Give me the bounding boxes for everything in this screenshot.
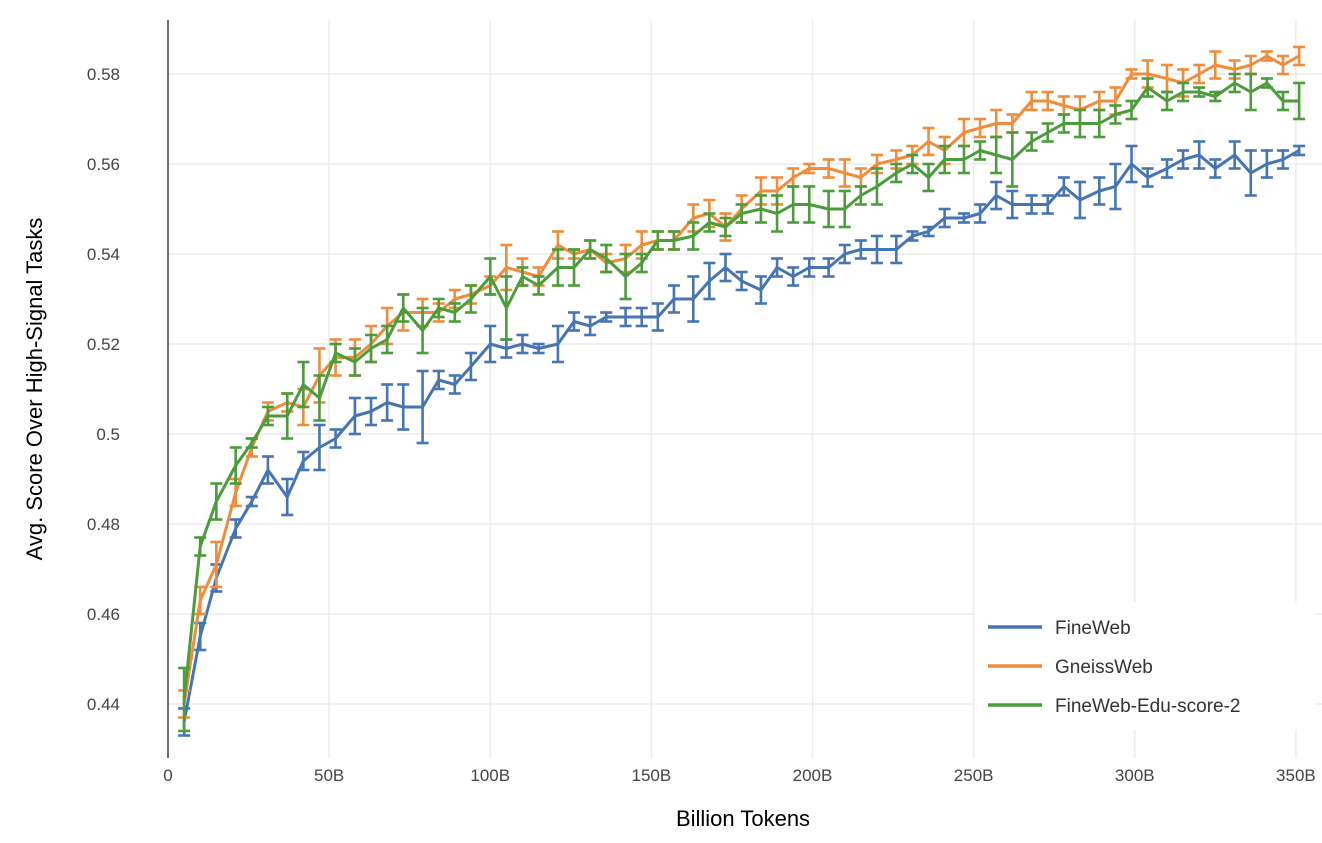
y-axis-title: Avg. Score Over High-Signal Tasks [22, 218, 47, 561]
legend: FineWeb GneissWeb FineWeb-Edu-score-2 [975, 602, 1315, 730]
legend-item: GneissWeb [988, 657, 1153, 678]
error-bar [1293, 45, 1306, 67]
y-tick-label: 0.52 [87, 335, 120, 354]
y-tick-label: 0.5 [96, 425, 120, 444]
error-bar [1293, 81, 1306, 121]
legend-item: FineWeb-Edu-score-2 [988, 696, 1241, 717]
legend-label: FineWeb-Edu-score-2 [1055, 696, 1241, 717]
y-tick-label: 0.44 [87, 695, 120, 714]
x-tick-label: 150B [632, 766, 672, 785]
x-tick-label: 350B [1276, 766, 1316, 785]
series-line [182, 149, 1300, 723]
series-line [182, 81, 1300, 700]
x-tick-label: 250B [954, 766, 994, 785]
y-tick-label: 0.48 [87, 515, 120, 534]
x-tick-label: 50B [314, 766, 344, 785]
legend-item: FineWeb [988, 618, 1131, 639]
x-tick-label: 0 [163, 766, 172, 785]
x-tick-label: 300B [1115, 766, 1155, 785]
legend-label: FineWeb [1055, 618, 1131, 639]
y-tick-label: 0.54 [87, 245, 120, 264]
y-axis-ticks: 0.44 0.46 0.48 0.5 0.52 0.54 0.56 0.58 [87, 65, 120, 714]
x-axis-ticks: 0 50B 100B 150B 200B 250B 300B 350B [163, 766, 1315, 785]
series-layer [178, 45, 1306, 737]
y-tick-label: 0.56 [87, 155, 120, 174]
x-tick-label: 100B [470, 766, 510, 785]
series-fineweb [178, 140, 1306, 737]
x-axis-title: Billion Tokens [676, 806, 810, 831]
error-bar [1293, 144, 1306, 157]
series-fineweb-edu-score-2 [178, 72, 1306, 733]
y-tick-label: 0.58 [87, 65, 120, 84]
legend-label: GneissWeb [1055, 657, 1153, 678]
x-tick-label: 200B [793, 766, 833, 785]
y-tick-label: 0.46 [87, 605, 120, 624]
